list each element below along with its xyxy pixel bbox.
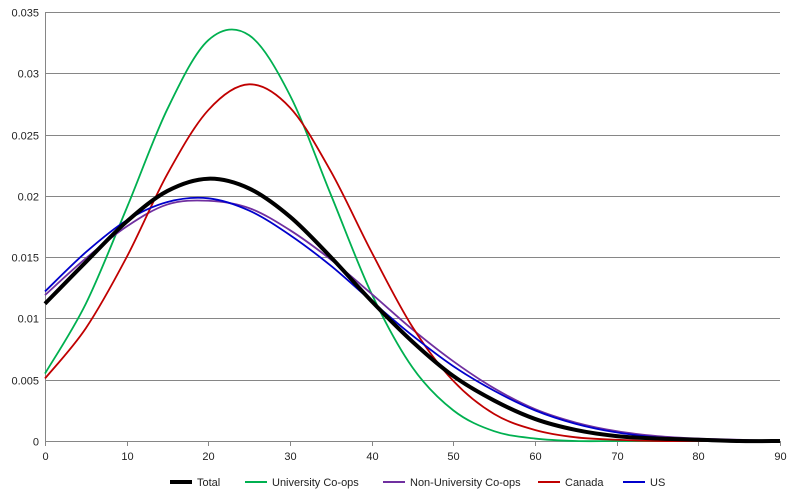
legend: Total University Co-ops Non-University Co-… (170, 477, 665, 489)
legend-item-canada: Canada (538, 477, 604, 489)
x-tick-label: 50 (447, 451, 459, 463)
y-tick-label: 0.035 (11, 8, 39, 20)
legend-label: Canada (565, 477, 604, 489)
x-tick-label: 80 (692, 451, 704, 463)
x-tick-label: 60 (529, 451, 541, 463)
legend-item-total: Total (170, 477, 220, 489)
legend-item-us: US (623, 477, 665, 489)
gridlines (45, 12, 780, 381)
y-tick-label: 0.015 (11, 253, 39, 265)
y-tick-label: 0.005 (11, 376, 39, 388)
series-lines (43, 28, 781, 444)
y-tick-label: 0.01 (18, 314, 39, 326)
x-tick-label: 40 (366, 451, 378, 463)
x-tick-label: 0 (42, 451, 48, 463)
y-tick-label: 0.025 (11, 131, 39, 143)
legend-label: Total (197, 477, 220, 489)
series-line-canada (44, 83, 780, 442)
y-tick-label: 0.02 (18, 192, 39, 204)
series-line-non-university-co-ops (44, 199, 781, 442)
x-tick-label: 90 (774, 451, 786, 463)
series-line-university-co-ops (44, 28, 780, 443)
x-tick-label: 20 (202, 451, 214, 463)
y-tick-label: 0 (33, 437, 39, 449)
legend-label: Non-University Co-ops (410, 477, 521, 489)
series-line-total (43, 176, 781, 444)
legend-item-university-co-ops: University Co-ops (245, 477, 359, 489)
x-tick-label: 10 (121, 451, 133, 463)
legend-label: University Co-ops (272, 477, 359, 489)
legend-item-non-university-co-ops: Non-University Co-ops (383, 477, 521, 489)
legend-label: US (650, 477, 665, 489)
y-tick-label: 0.03 (18, 69, 39, 81)
axes: 0 0.005 0.01 0.015 0.02 0.025 0.03 0.035 0 10 20 30… (11, 8, 786, 464)
series-line-us (44, 196, 781, 442)
x-tick-label: 30 (284, 451, 296, 463)
x-tick-label: 70 (611, 451, 623, 463)
